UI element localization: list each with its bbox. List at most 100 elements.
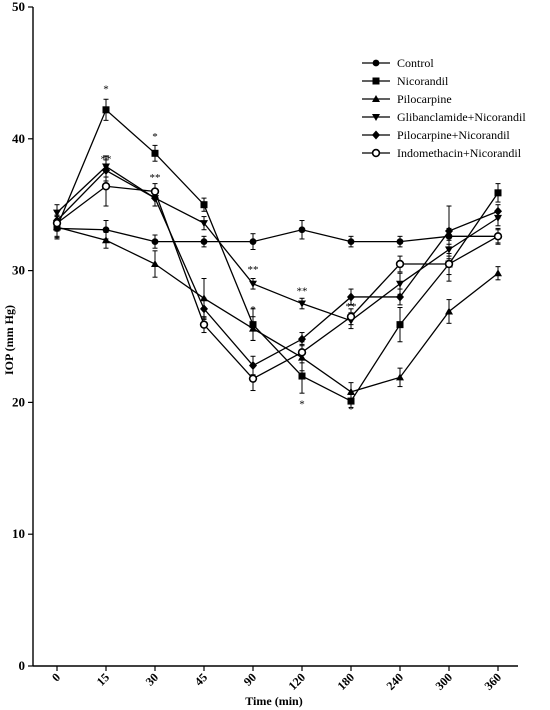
significance-label: ** — [346, 301, 357, 313]
series-line — [56, 165, 499, 322]
data-point — [396, 292, 404, 302]
data-point — [248, 374, 258, 383]
significance-annotations: *************** — [101, 84, 357, 416]
significance-label: * — [152, 131, 158, 143]
data-point — [298, 300, 306, 308]
legend-label: Pilocarpine+Nicorandil — [397, 128, 510, 142]
data-point — [297, 348, 307, 357]
x-tick-label: 360 — [481, 670, 504, 693]
x-tick-label: 240 — [383, 670, 406, 693]
significance-label: * — [299, 399, 305, 411]
data-point — [347, 238, 355, 246]
legend-label: Control — [397, 56, 434, 70]
series-circle — [53, 220, 502, 251]
data-point — [200, 304, 208, 314]
x-axis-title: Time (min) — [245, 694, 302, 708]
data-point — [346, 312, 356, 321]
y-axis-title: IOP (mm Hg) — [2, 305, 16, 375]
x-tick-label: 45 — [192, 670, 210, 688]
series-line — [56, 185, 499, 380]
x-tick-label: 180 — [334, 670, 357, 693]
significance-label: * — [103, 84, 109, 96]
x-tick-label: 15 — [94, 670, 112, 688]
legend-label: Indomethacin+Nicorandil — [397, 146, 522, 160]
data-point — [372, 77, 380, 85]
legend-label: Glibanclamide+Nicorandil — [397, 110, 526, 124]
x-tick-label: 0 — [49, 670, 63, 684]
legend-item: Indomethacin+Nicorandil — [362, 146, 522, 160]
data-point — [249, 360, 257, 370]
data-point — [102, 106, 110, 114]
significance-label: * — [348, 404, 354, 416]
legend-item: Control — [362, 56, 434, 70]
data-point — [372, 59, 380, 67]
data-point — [494, 269, 502, 277]
data-point — [396, 238, 404, 246]
data-point — [200, 201, 208, 209]
y-tick-label: 20 — [12, 394, 25, 409]
legend-item: Pilocarpine+Nicorandil — [362, 128, 510, 142]
series-line — [56, 169, 499, 367]
legend: Control Nicorandil Pilocarpine Glibanclamid… — [362, 56, 526, 160]
legend-label: Pilocarpine — [397, 92, 452, 106]
data-point — [395, 259, 405, 269]
data-point — [151, 149, 159, 157]
data-point — [445, 307, 453, 315]
data-point — [372, 114, 380, 121]
x-tick-label: 30 — [143, 670, 161, 688]
significance-label: ** — [101, 154, 112, 166]
data-point — [102, 236, 110, 244]
series-triangle-down — [53, 155, 502, 330]
significance-label: ** — [297, 285, 308, 297]
data-point — [371, 148, 381, 158]
series-layer — [52, 98, 503, 409]
data-point — [102, 226, 110, 234]
x-tick-label: 90 — [241, 670, 259, 688]
data-point — [347, 387, 355, 395]
x-tick-label: 120 — [285, 670, 308, 693]
data-point — [249, 324, 257, 332]
data-point — [298, 226, 306, 234]
significance-label: ** — [150, 172, 161, 184]
data-point — [396, 373, 404, 381]
data-point — [52, 218, 62, 228]
data-point — [151, 238, 159, 246]
series-triangle-up — [53, 214, 502, 402]
data-point — [101, 182, 111, 191]
series-line — [56, 227, 498, 243]
data-point — [200, 238, 208, 246]
data-point — [372, 95, 380, 102]
legend-item: Glibanclamide+Nicorandil — [362, 110, 526, 124]
data-point — [199, 320, 209, 329]
y-tick-label: 10 — [12, 526, 25, 541]
series-open-circle — [52, 165, 503, 392]
data-point — [298, 372, 306, 380]
data-point — [372, 130, 380, 140]
legend-item: Pilocarpine — [362, 92, 452, 106]
data-point — [200, 220, 208, 228]
data-point — [396, 321, 404, 329]
data-point — [494, 189, 502, 197]
data-point — [150, 187, 160, 196]
series-line — [56, 226, 499, 393]
legend-label: Nicorandil — [397, 74, 449, 88]
y-tick-label: 40 — [12, 131, 25, 146]
significance-label: * — [250, 304, 256, 316]
significance-label: ** — [248, 264, 259, 276]
data-point — [493, 232, 503, 241]
data-point — [444, 259, 454, 269]
data-point — [249, 238, 257, 246]
data-point — [396, 280, 404, 288]
data-point — [249, 280, 257, 288]
data-point — [347, 292, 355, 302]
legend-item: Nicorandil — [362, 74, 449, 88]
data-point — [445, 226, 453, 236]
y-tick-label: 0 — [19, 658, 26, 673]
series-line — [56, 108, 499, 402]
data-point — [151, 260, 159, 268]
y-tick-label: 50 — [12, 0, 25, 14]
x-tick-label: 300 — [432, 670, 455, 693]
y-tick-label: 30 — [12, 263, 25, 278]
data-point — [494, 206, 502, 216]
